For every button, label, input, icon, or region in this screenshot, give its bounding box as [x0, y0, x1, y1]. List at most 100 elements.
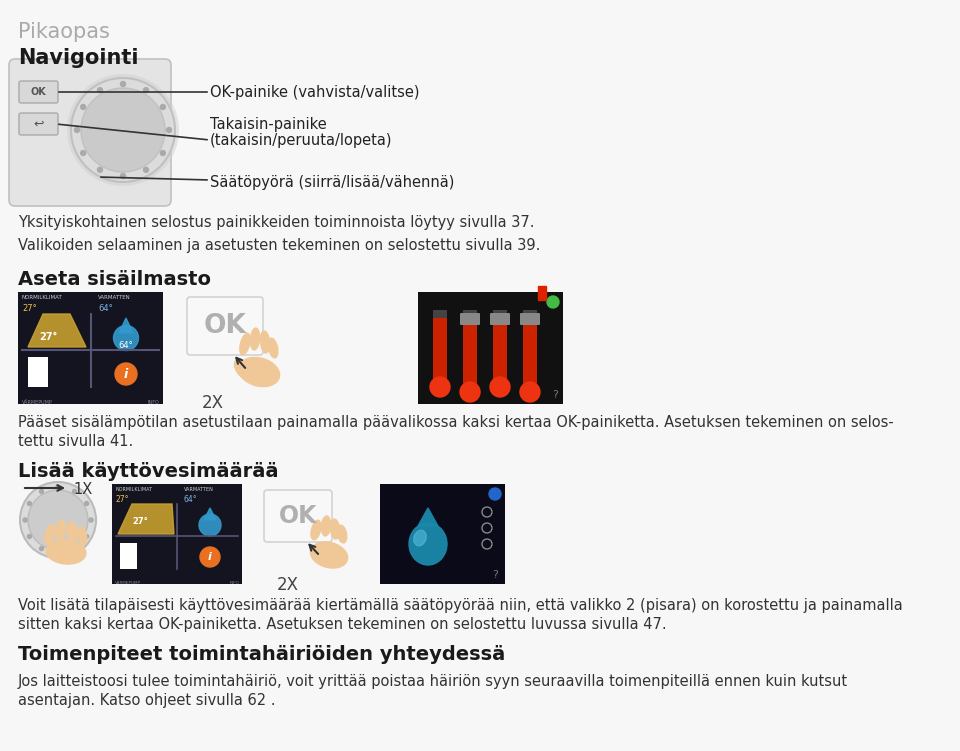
- Ellipse shape: [234, 360, 248, 378]
- Text: 2X: 2X: [277, 576, 299, 594]
- Circle shape: [28, 535, 32, 538]
- Text: NORMILKLIMAT: NORMILKLIMAT: [22, 295, 62, 300]
- Bar: [28, 357, 48, 387]
- Ellipse shape: [260, 331, 270, 353]
- Text: Yksityiskohtainen selostus painikkeiden toiminnoista löytyy sivulla 37.: Yksityiskohtainen selostus painikkeiden …: [18, 215, 535, 230]
- Text: NORMILKLIMAT: NORMILKLIMAT: [115, 487, 152, 492]
- Text: Jos laitteistoosi tulee toimintahäiriö, voit yrittää poistaa häiriön syyn seuraa: Jos laitteistoosi tulee toimintahäiriö, …: [18, 674, 848, 689]
- Bar: [112, 484, 242, 584]
- Text: Lisää käyttövesimäärää: Lisää käyttövesimäärää: [18, 462, 278, 481]
- Text: Valikoiden selaaminen ja asetusten tekeminen on selostettu sivulla 39.: Valikoiden selaaminen ja asetusten tekem…: [18, 238, 540, 253]
- Polygon shape: [119, 318, 133, 333]
- Circle shape: [73, 547, 77, 550]
- Circle shape: [20, 482, 96, 558]
- Polygon shape: [204, 508, 216, 520]
- Circle shape: [160, 150, 165, 155]
- Text: OK-painike (vahvista/valitse): OK-painike (vahvista/valitse): [210, 86, 420, 101]
- Text: tettu sivulla 41.: tettu sivulla 41.: [18, 434, 133, 449]
- Text: 64°: 64°: [119, 340, 133, 349]
- Text: 2X: 2X: [202, 394, 224, 412]
- Text: Pikaopas: Pikaopas: [18, 22, 109, 42]
- Circle shape: [98, 167, 103, 172]
- Circle shape: [84, 535, 88, 538]
- Ellipse shape: [268, 338, 277, 357]
- Ellipse shape: [251, 328, 259, 350]
- Ellipse shape: [337, 525, 347, 543]
- Ellipse shape: [67, 522, 77, 542]
- Bar: [120, 543, 137, 569]
- Circle shape: [39, 547, 43, 550]
- Text: 27°: 27°: [115, 495, 129, 504]
- Circle shape: [430, 377, 450, 397]
- FancyBboxPatch shape: [19, 81, 58, 103]
- Bar: [463, 310, 477, 392]
- Ellipse shape: [322, 516, 330, 536]
- Text: OK: OK: [204, 313, 247, 339]
- Text: 1X: 1X: [73, 481, 92, 496]
- Circle shape: [547, 296, 559, 308]
- Bar: [418, 292, 563, 404]
- Ellipse shape: [78, 527, 86, 545]
- Text: VARMATTEN: VARMATTEN: [98, 295, 131, 300]
- Ellipse shape: [414, 530, 426, 546]
- Text: ?: ?: [552, 390, 558, 400]
- Text: VÄRMEPUMP: VÄRMEPUMP: [22, 400, 53, 405]
- Text: (takaisin/peruuta/lopeta): (takaisin/peruuta/lopeta): [210, 133, 393, 148]
- Text: ?: ?: [492, 570, 498, 580]
- Circle shape: [84, 502, 88, 505]
- Circle shape: [520, 382, 540, 402]
- Text: VÄRMEPUMP: VÄRMEPUMP: [115, 581, 141, 585]
- Bar: [18, 292, 163, 404]
- FancyBboxPatch shape: [187, 297, 263, 355]
- Ellipse shape: [330, 519, 340, 539]
- Text: Toimenpiteet toimintahäiriöiden yhteydessä: Toimenpiteet toimintahäiriöiden yhteydes…: [18, 645, 505, 664]
- Ellipse shape: [310, 542, 348, 568]
- Bar: [433, 318, 447, 387]
- Circle shape: [121, 173, 126, 179]
- Text: VARMATTEN: VARMATTEN: [184, 487, 214, 492]
- Polygon shape: [118, 504, 174, 534]
- Ellipse shape: [311, 520, 321, 540]
- Circle shape: [160, 104, 165, 110]
- Text: i: i: [208, 552, 212, 562]
- FancyBboxPatch shape: [520, 313, 540, 325]
- FancyBboxPatch shape: [19, 113, 58, 135]
- Ellipse shape: [240, 333, 251, 354]
- Text: i: i: [124, 367, 128, 381]
- Circle shape: [56, 551, 60, 555]
- Circle shape: [81, 88, 165, 172]
- Bar: [538, 286, 546, 300]
- Circle shape: [143, 88, 149, 92]
- Text: asentajan. Katso ohjeet sivulla 62 .: asentajan. Katso ohjeet sivulla 62 .: [18, 693, 276, 708]
- Bar: [523, 310, 537, 392]
- Circle shape: [460, 382, 480, 402]
- Text: sitten kaksi kertaa OK-painiketta. Asetuksen tekeminen on selostettu luvussa siv: sitten kaksi kertaa OK-painiketta. Asetu…: [18, 617, 666, 632]
- Circle shape: [28, 502, 32, 505]
- Circle shape: [89, 518, 93, 522]
- FancyBboxPatch shape: [9, 59, 171, 206]
- Ellipse shape: [57, 520, 65, 540]
- Circle shape: [98, 88, 103, 92]
- Circle shape: [71, 78, 175, 182]
- Circle shape: [121, 82, 126, 86]
- Text: 64°: 64°: [184, 495, 198, 504]
- Circle shape: [143, 167, 149, 172]
- Circle shape: [23, 518, 27, 522]
- Bar: [493, 310, 507, 387]
- Circle shape: [81, 104, 85, 110]
- Text: 27°: 27°: [132, 517, 148, 526]
- Text: Pääset sisälämpötilan asetustilaan painamalla päävalikossa kaksi kertaa OK-paini: Pääset sisälämpötilan asetustilaan paina…: [18, 415, 894, 430]
- Circle shape: [490, 377, 510, 397]
- Bar: [433, 310, 447, 387]
- Polygon shape: [418, 508, 438, 526]
- FancyBboxPatch shape: [264, 490, 332, 542]
- Text: Takaisin-painike: Takaisin-painike: [210, 117, 326, 132]
- Bar: [493, 318, 507, 387]
- Text: OK: OK: [31, 87, 46, 97]
- Ellipse shape: [199, 514, 221, 536]
- Circle shape: [115, 363, 137, 385]
- Bar: [523, 318, 537, 392]
- Bar: [463, 318, 477, 392]
- Text: Aseta sisäilmasto: Aseta sisäilmasto: [18, 270, 211, 289]
- Text: 64°: 64°: [98, 304, 112, 313]
